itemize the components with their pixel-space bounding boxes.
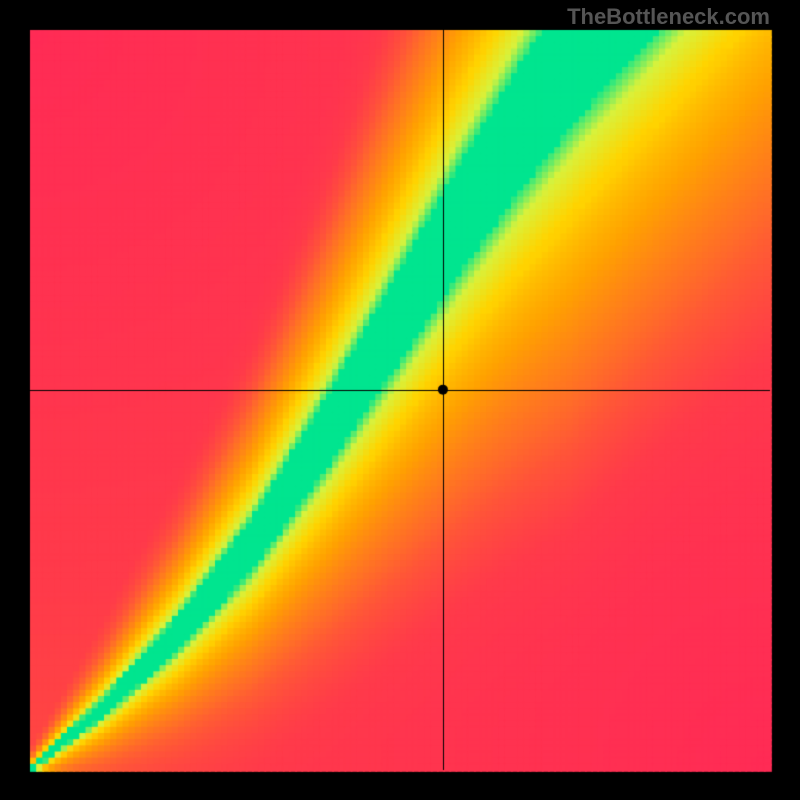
bottleneck-heatmap-canvas [0, 0, 800, 800]
watermark-text: TheBottleneck.com [567, 4, 770, 30]
chart-root: TheBottleneck.com [0, 0, 800, 800]
